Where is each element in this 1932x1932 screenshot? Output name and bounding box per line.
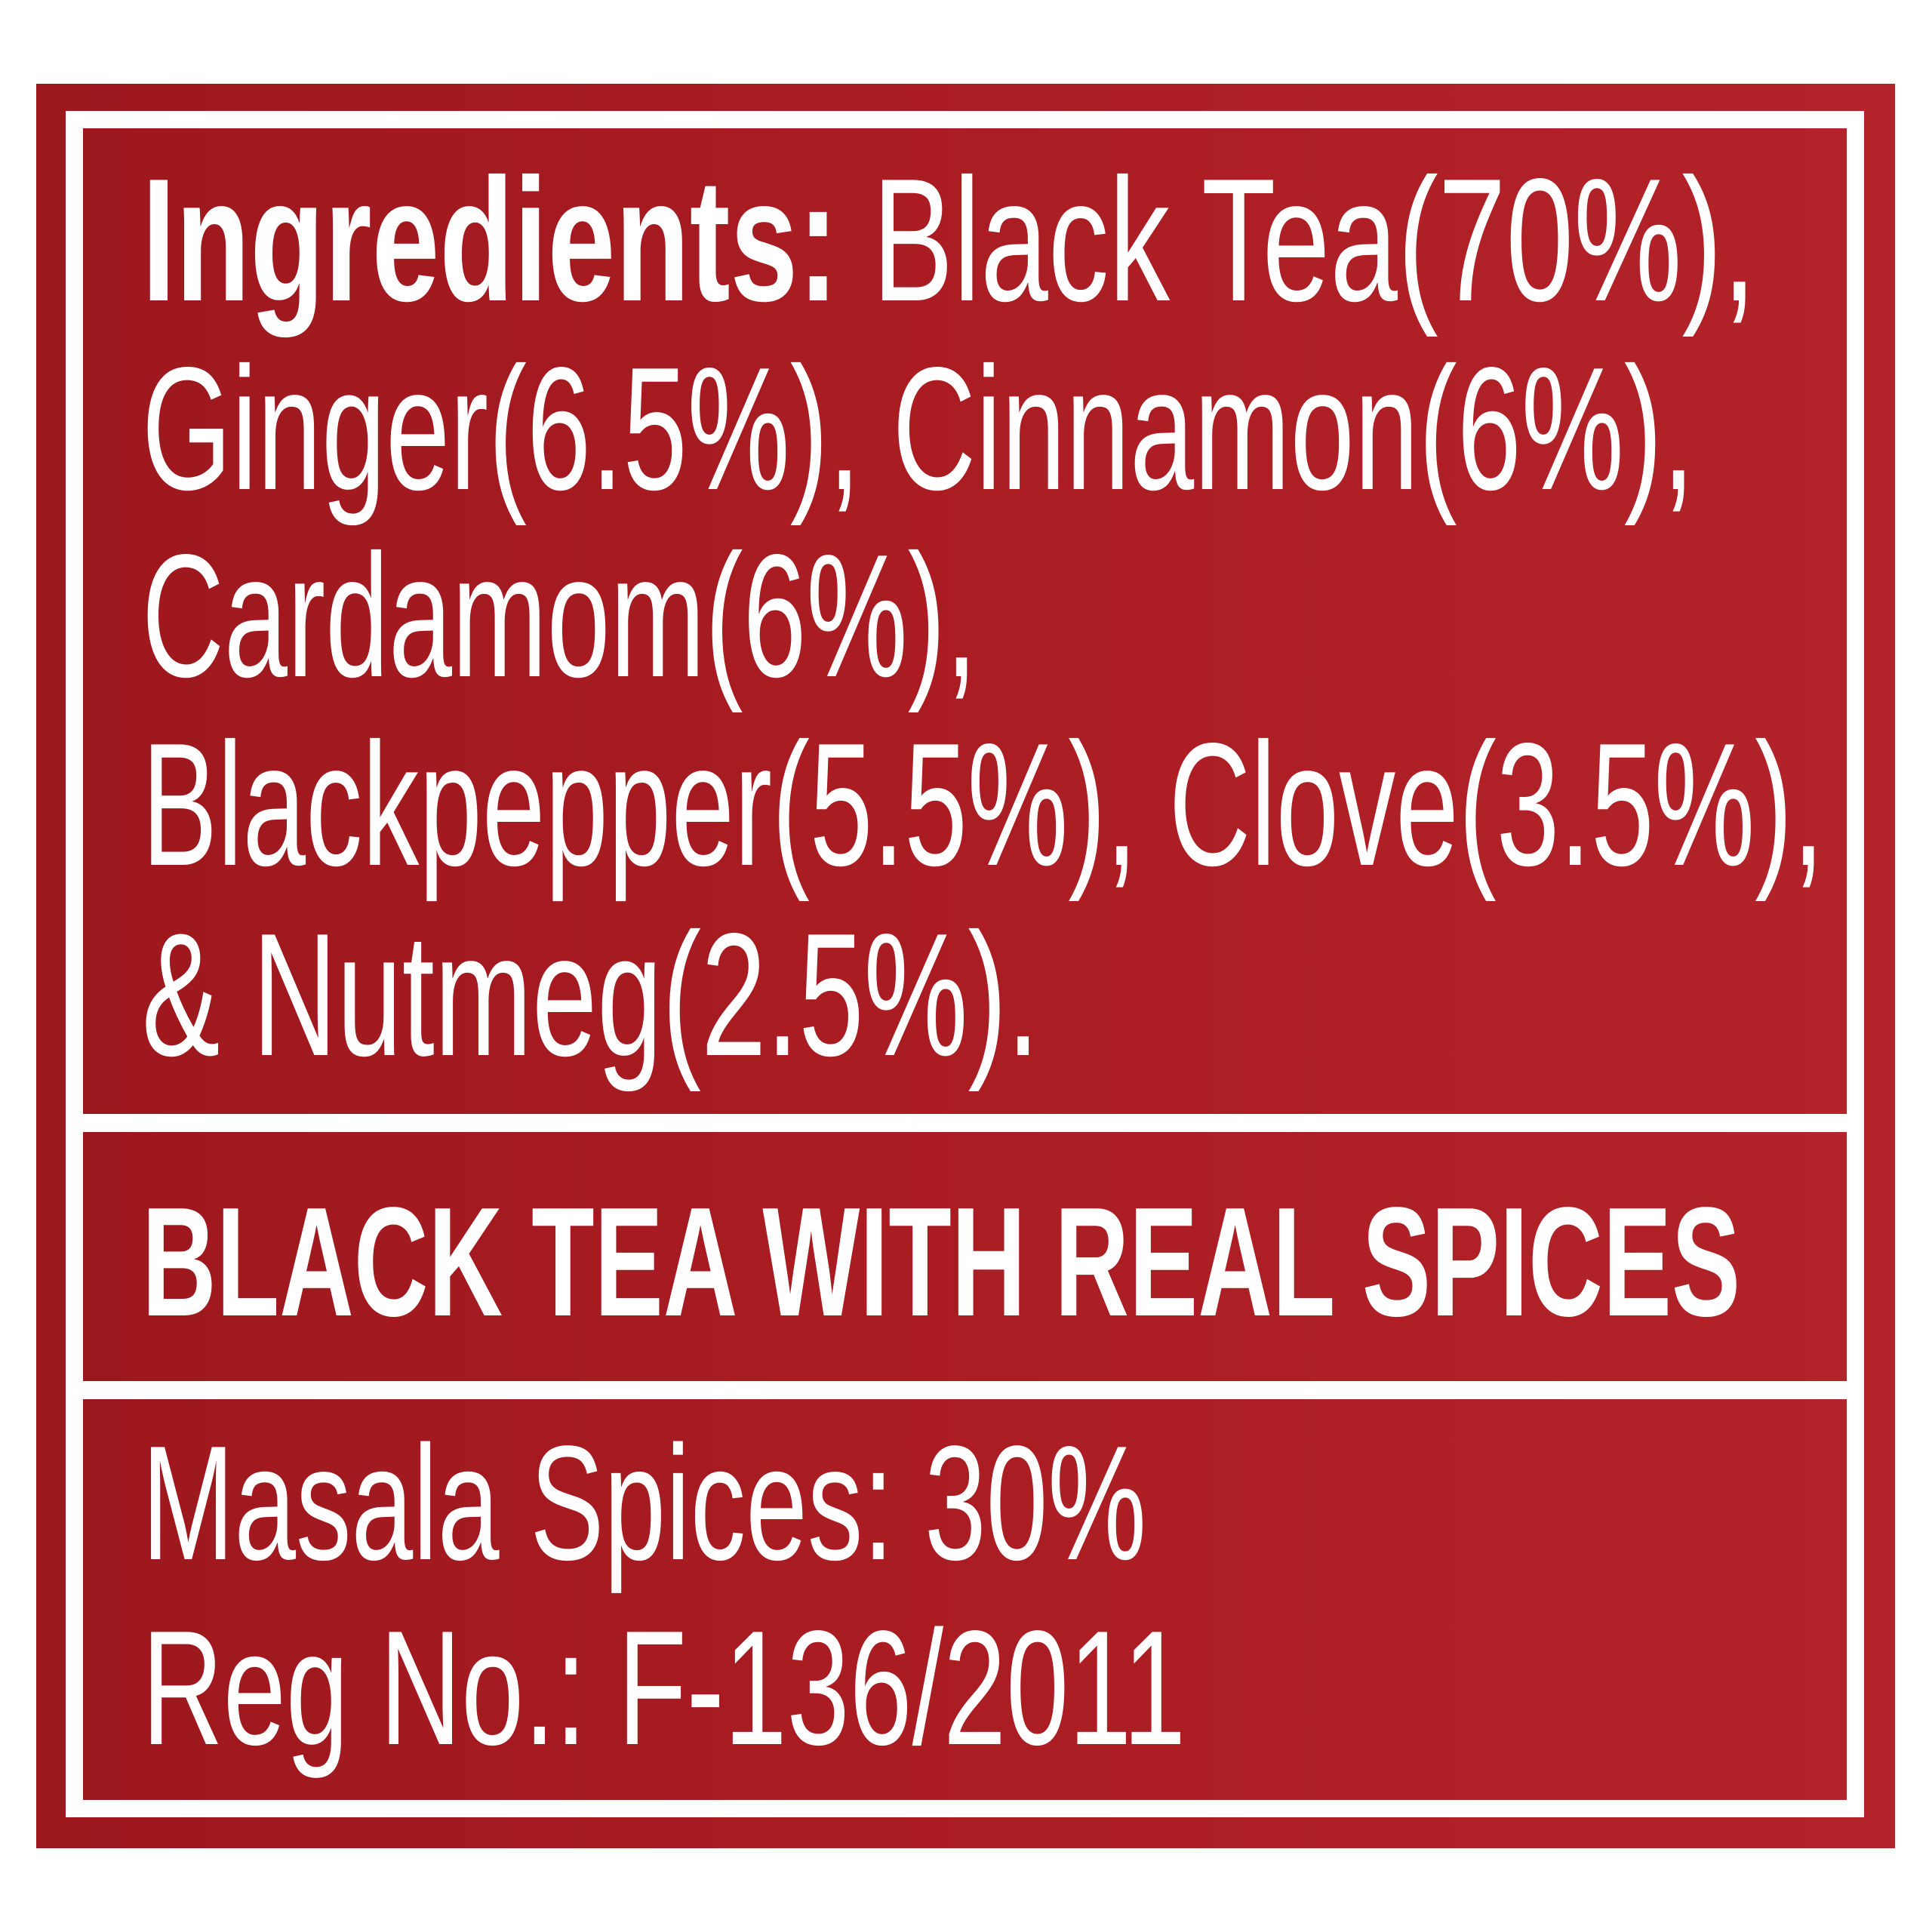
label-panel bbox=[36, 84, 1895, 1848]
ingredients-line-2: Ginger(6.5%), Cinnamon(6%), bbox=[142, 331, 1695, 527]
registration-number: Reg No.: F-136/2011 bbox=[142, 1596, 1186, 1779]
ingredients-line-4: Blackpepper(5.5%), Clove(3.5%), bbox=[142, 707, 1824, 903]
divider bbox=[66, 1114, 1864, 1132]
divider bbox=[66, 1381, 1864, 1399]
ingredients-line-3: Cardamom(6%), bbox=[142, 518, 977, 714]
ingredients-line-5: & Nutmeg(2.5%). bbox=[142, 897, 1040, 1093]
ingredient-text: Black Tea(70%), bbox=[838, 143, 1757, 338]
tagline: BLACK TEA WITH REAL SPICES bbox=[142, 1175, 1741, 1349]
masala-spices: Masala Spices: 30% bbox=[142, 1411, 1146, 1594]
ingredients-label: Ingredients: bbox=[142, 143, 838, 338]
ingredients-line-1: Ingredients: Black Tea(70%), bbox=[142, 153, 1756, 328]
